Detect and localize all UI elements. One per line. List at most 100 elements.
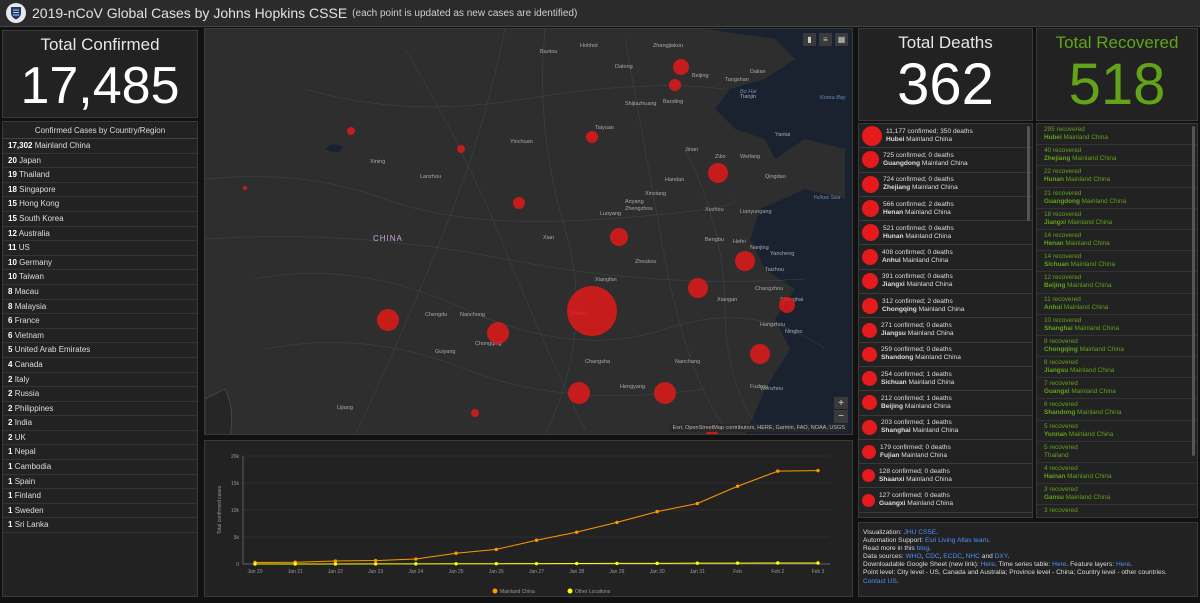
case-marker[interactable] (243, 186, 247, 190)
case-marker[interactable] (347, 127, 355, 135)
case-marker[interactable] (750, 344, 770, 364)
data-point[interactable] (696, 502, 699, 505)
country-row[interactable]: 1 Sweden (3, 504, 197, 519)
data-point[interactable] (816, 469, 819, 472)
country-row[interactable]: 2 India (3, 416, 197, 431)
country-row[interactable]: 2 Italy (3, 373, 197, 388)
data-point[interactable] (374, 562, 377, 565)
case-marker[interactable] (779, 297, 795, 313)
case-marker[interactable] (513, 197, 525, 209)
esri-link[interactable]: Esri Living Atlas team (925, 537, 988, 544)
country-row[interactable]: 1 Nepal (3, 445, 197, 460)
country-row[interactable]: 1 Sri Lanka (3, 518, 197, 533)
case-marker[interactable] (654, 382, 676, 404)
data-point[interactable] (655, 562, 658, 565)
data-point[interactable] (253, 562, 256, 565)
nhc-link[interactable]: NHC (966, 553, 980, 560)
ecdc-link[interactable]: ECDC (943, 553, 962, 560)
feature-layers-link[interactable]: Here (1116, 561, 1130, 568)
case-marker[interactable] (669, 79, 681, 91)
case-marker[interactable] (708, 163, 728, 183)
data-point[interactable] (334, 562, 337, 565)
country-list-panel[interactable]: Confirmed Cases by Country/Region 17,302… (2, 121, 198, 597)
case-marker[interactable] (457, 145, 465, 153)
blog-link[interactable]: blog (917, 545, 929, 552)
zoom-out-button[interactable]: − (834, 410, 848, 423)
country-row[interactable]: 18 Singapore (3, 183, 197, 198)
country-row[interactable]: 17,302 Mainland China (3, 139, 197, 154)
basemap-gallery-icon[interactable]: ▦ (835, 33, 848, 46)
case-marker[interactable] (735, 251, 755, 271)
country-row[interactable]: 5 United Arab Emirates (3, 343, 197, 358)
zoom-in-button[interactable]: + (834, 397, 848, 410)
country-row[interactable]: 2 Russia (3, 387, 197, 402)
country-row[interactable]: 15 Hong Kong (3, 197, 197, 212)
country-row[interactable]: 10 Taiwan (3, 270, 197, 285)
country-row[interactable]: 19 Thailand (3, 168, 197, 183)
recovered-row[interactable]: 5 recovered Thailand (1037, 442, 1197, 463)
case-marker[interactable] (673, 59, 689, 75)
case-marker[interactable] (568, 382, 590, 404)
case-marker[interactable] (586, 131, 598, 143)
country-row[interactable]: 2 Philippines (3, 402, 197, 417)
timeseries-link[interactable]: Here (1052, 561, 1066, 568)
dxy-link[interactable]: DXY (995, 553, 1008, 560)
data-point[interactable] (615, 562, 618, 565)
country-row[interactable]: 15 South Korea (3, 212, 197, 227)
cdc-link[interactable]: CDC (925, 553, 939, 560)
country-row[interactable]: 20 Japan (3, 154, 197, 169)
case-marker[interactable] (567, 286, 617, 336)
country-row[interactable]: 2 UK (3, 431, 197, 446)
country-row[interactable]: 1 Finland (3, 489, 197, 504)
country-row[interactable]: 4 Canada (3, 358, 197, 373)
data-point[interactable] (696, 561, 699, 564)
country-row[interactable]: 10 Germany (3, 256, 197, 271)
country-row[interactable]: 11 US (3, 241, 197, 256)
country-row[interactable]: 8 Malaysia (3, 300, 197, 315)
data-point[interactable] (776, 469, 779, 472)
country-row[interactable]: 1 Spain (3, 475, 197, 490)
recovered-row[interactable]: 3 recovered (1037, 505, 1197, 518)
country-row[interactable]: 6 France (3, 314, 197, 329)
data-point[interactable] (294, 562, 297, 565)
layer-list-icon[interactable]: ≡ (819, 33, 832, 46)
data-point[interactable] (535, 539, 538, 542)
data-point[interactable] (454, 562, 457, 565)
data-point[interactable] (776, 561, 779, 564)
case-marker[interactable] (610, 228, 628, 246)
data-point[interactable] (495, 548, 498, 551)
data-point[interactable] (615, 521, 618, 524)
recovered-list-scrollbar[interactable] (1192, 126, 1195, 456)
country-row[interactable]: 6 Vietnam (3, 329, 197, 344)
country-row[interactable]: 1 Cambodia (3, 460, 197, 475)
case-marker[interactable] (688, 278, 708, 298)
data-point[interactable] (414, 557, 417, 560)
case-marker[interactable] (471, 409, 479, 417)
data-point[interactable] (495, 562, 498, 565)
